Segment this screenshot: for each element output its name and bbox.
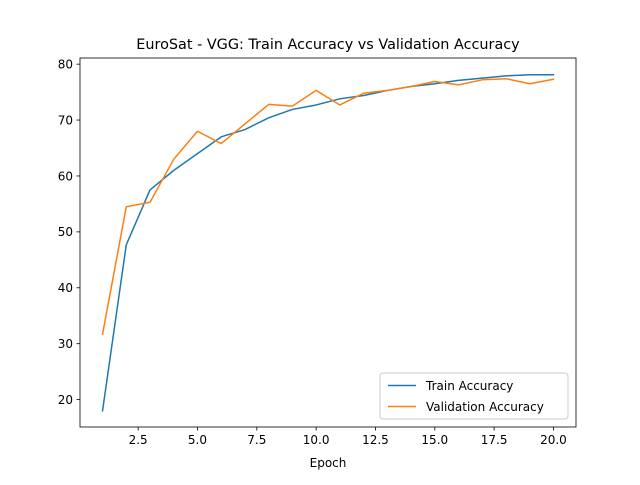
x-tick-label: 10.0 xyxy=(303,433,330,447)
series-line-0 xyxy=(101,74,555,412)
x-tick-label: 20.0 xyxy=(540,433,567,447)
legend-label-0: Train Accuracy xyxy=(425,379,513,393)
plot-area: 2.5 5.0 7.5 10.0 12.5 15.0 17.5 20.0 20 30 40 50 60 7… xyxy=(58,57,577,447)
x-tick-label: 17.5 xyxy=(481,433,508,447)
legend-label-1: Validation Accuracy xyxy=(426,400,544,414)
y-tick-label: 60 xyxy=(58,169,73,183)
y-tick-label: 20 xyxy=(58,393,73,407)
y-tick-label: 70 xyxy=(58,113,73,127)
x-tick-label: 7.5 xyxy=(247,433,266,447)
legend-box xyxy=(379,372,569,420)
chart-title: EuroSat - VGG: Train Accuracy vs Validat… xyxy=(136,37,520,53)
series-line-1 xyxy=(101,77,555,336)
y-tick-label: 80 xyxy=(58,57,73,71)
axes-frame xyxy=(79,57,577,428)
x-tick-label: 2.5 xyxy=(129,433,148,447)
x-axis-label: Epoch xyxy=(310,456,347,470)
x-tick-label: 15.0 xyxy=(421,433,448,447)
y-tick-label: 40 xyxy=(58,281,73,295)
y-tick-label: 30 xyxy=(58,337,73,351)
x-tick-label: 5.0 xyxy=(188,433,207,447)
y-tick-label: 50 xyxy=(58,225,73,239)
legend: Train Accuracy Validation Accuracy xyxy=(379,372,569,420)
x-tick-label: 12.5 xyxy=(362,433,389,447)
